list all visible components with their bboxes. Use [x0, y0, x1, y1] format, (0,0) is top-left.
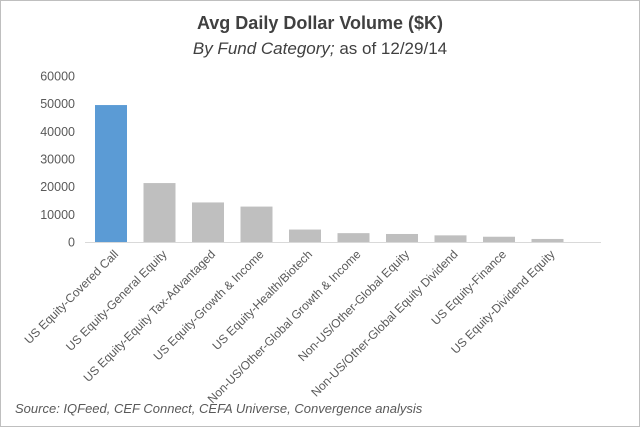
category-label: US Equity-Covered Call — [22, 247, 122, 347]
bar — [143, 183, 176, 242]
category-label: US Equity-Dividend Equity — [448, 247, 557, 356]
bar — [483, 236, 515, 242]
y-axis-ticks: 0 10000 20000 30000 40000 50000 60000 — [40, 70, 75, 250]
y-tick-label: 10000 — [40, 208, 75, 222]
y-tick-label: 50000 — [40, 97, 75, 111]
y-tick-label: 0 — [68, 236, 75, 250]
bar — [386, 233, 418, 242]
source-note: Source: IQFeed, CEF Connect, CEFA Univer… — [15, 401, 423, 416]
chart-subtitle-rest: as of 12/29/14 — [334, 39, 448, 58]
bars — [95, 105, 564, 242]
y-tick-label: 20000 — [40, 180, 75, 194]
y-tick-label: 40000 — [40, 125, 75, 139]
bar — [289, 229, 321, 242]
chart-subtitle-italic: By Fund Category; — [192, 39, 335, 58]
y-tick-label: 30000 — [40, 153, 75, 167]
y-tick-label: 60000 — [40, 70, 75, 84]
bar — [434, 235, 467, 242]
chart-subtitle: By Fund Category; as of 12/29/14 — [1, 39, 639, 59]
chart-title: Avg Daily Dollar Volume ($K) — [196, 13, 444, 33]
bar — [192, 202, 224, 242]
bar — [531, 238, 564, 242]
category-label: US Equity-Health/Biotech — [209, 247, 315, 353]
bar — [240, 206, 273, 242]
bar — [95, 105, 127, 242]
bar — [337, 233, 370, 242]
